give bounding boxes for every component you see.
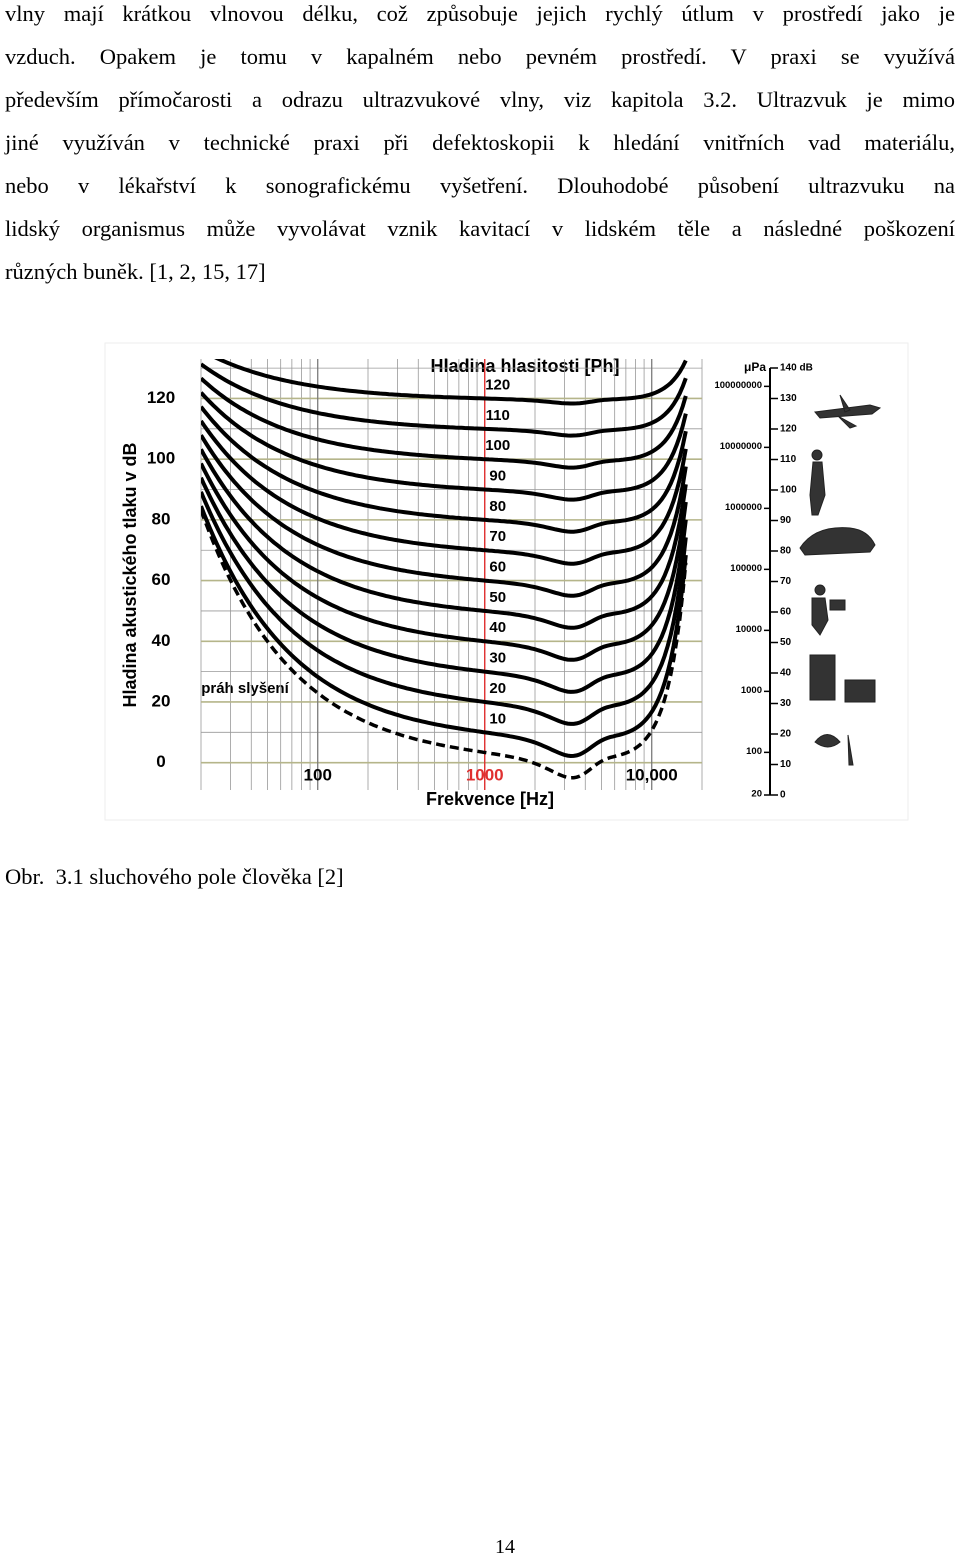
contour [201, 476, 688, 694]
scale-pressure-label: 20 [751, 789, 762, 800]
x-tick-label: 1000 [466, 765, 504, 784]
scale-pressure-label: 1000 [741, 685, 762, 696]
contour-label: 40 [489, 619, 506, 636]
page-number: 14 [495, 1536, 515, 1558]
contour-label: 110 [486, 407, 510, 424]
scale-pressure-label: 100 [746, 746, 762, 757]
chart-title: Hladina hlasitosti [Ph] [430, 356, 619, 376]
scale-db-label: 60 [780, 607, 792, 618]
contour [201, 448, 688, 630]
contour-label: 120 [485, 376, 510, 393]
contour [201, 362, 688, 438]
text-line: jiné využíván v technické praxi při defe… [5, 130, 955, 155]
contour-label: 70 [489, 528, 506, 545]
y-tick-label: 40 [152, 631, 171, 650]
icon [814, 734, 854, 766]
y-tick-label: 20 [152, 691, 171, 710]
contour-label: 50 [489, 589, 506, 606]
contour-label: 60 [489, 559, 506, 576]
contour [201, 434, 688, 598]
text-line: vlny mají krátkou vlnovou délku, což způ… [5, 1, 955, 26]
contour [201, 462, 688, 662]
scale-db-label: 40 [780, 668, 792, 679]
scale-pressure-label: 10000 [736, 624, 762, 635]
y-tick-label: 0 [156, 752, 165, 771]
scale-db-label: 130 [780, 393, 797, 404]
scale-db-label: 20 [780, 729, 792, 740]
contour-label: 100 [485, 437, 510, 454]
scale-db-label: 70 [780, 576, 792, 587]
contour-label: 10 [489, 710, 506, 727]
threshold-curve [201, 509, 688, 780]
contour [201, 405, 688, 534]
x-tick-label: 100 [304, 765, 332, 784]
text-line: nebo v lékařství k sonografickému vyšetř… [5, 173, 955, 198]
scale-db-label: 50 [780, 637, 792, 648]
text-line: především přímočarosti a odrazu ultrazvu… [5, 87, 955, 112]
caption: Obr. 3.1 sluchového pole člověka [2] [5, 864, 344, 889]
text-line: různých buněk. [1, 2, 15, 17] [5, 259, 266, 284]
contour-label: 80 [489, 498, 506, 515]
icon [811, 584, 846, 636]
scale-db-label: 80 [780, 546, 792, 557]
contour [201, 376, 688, 470]
scale-unit: μPa [744, 360, 766, 374]
y-tick-label: 100 [147, 449, 175, 468]
contour-label: 20 [489, 680, 506, 697]
icon [814, 394, 882, 429]
contour-label: 90 [489, 467, 506, 484]
y-axis-label: Hladina akustického tlaku v dB [120, 442, 140, 707]
figure: Hladina hlasitosti [Ph] Frekvence [Hz] H… [104, 342, 909, 821]
scale-db-label: 90 [780, 515, 792, 526]
scale-db-label: 110 [780, 454, 797, 465]
scale-pressure-label: 1000000 [725, 502, 762, 513]
icon [809, 654, 876, 703]
threshold-label: práh slyšení [201, 680, 289, 697]
contour [201, 491, 688, 726]
y-tick-label: 60 [152, 570, 171, 589]
scale-db-label: 100 [780, 485, 797, 496]
x-axis-label: Frekvence [Hz] [426, 789, 554, 809]
scale-pressure-label: 10000000 [720, 441, 762, 452]
scale-db-label: 140 dB [780, 363, 813, 374]
x-tick-label: 10,000 [626, 765, 678, 784]
icon [809, 449, 826, 516]
contours [201, 359, 688, 780]
text-line: vzduch. Opakem je tomu v kapalném nebo p… [5, 44, 955, 69]
scale-db-label: 10 [780, 759, 792, 770]
scale-pressure-label: 100000 [730, 563, 762, 574]
contour [214, 359, 688, 406]
text-line: lidský organismus může vyvolávat vznik k… [5, 216, 955, 241]
scale-db-label: 120 [780, 424, 797, 435]
y-tick-label: 120 [147, 388, 175, 407]
scale-db-label: 30 [780, 698, 792, 709]
y-tick-label: 80 [152, 509, 171, 528]
contour [201, 391, 688, 502]
contour [201, 505, 688, 759]
icon [799, 527, 876, 556]
scale-db-label: 0 [780, 790, 786, 801]
contour-label: 30 [489, 650, 506, 667]
scale-pressure-label: 100000000 [714, 380, 762, 391]
contour [201, 419, 688, 566]
